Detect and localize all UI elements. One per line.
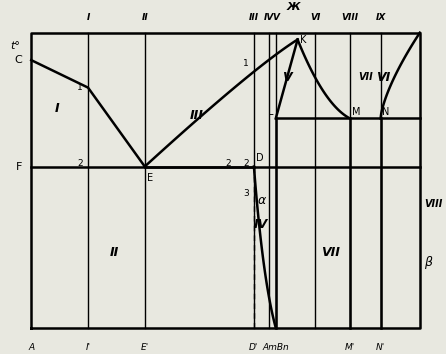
Text: V: V <box>282 71 292 84</box>
Text: D: D <box>256 153 264 163</box>
Text: E: E <box>147 173 153 183</box>
Text: β: β <box>424 256 432 269</box>
Text: VIII: VIII <box>424 199 442 209</box>
Text: 2: 2 <box>225 159 231 167</box>
Text: VII: VII <box>358 72 373 82</box>
Text: N: N <box>382 107 390 117</box>
Text: VIII: VIII <box>342 13 359 22</box>
Text: D': D' <box>249 343 259 352</box>
Text: 3: 3 <box>243 189 249 199</box>
Text: 1: 1 <box>243 59 249 68</box>
Text: C: C <box>15 55 23 65</box>
Text: I: I <box>55 102 60 115</box>
Text: III: III <box>190 109 204 121</box>
Text: IV: IV <box>264 13 274 22</box>
Text: II: II <box>110 246 119 259</box>
Text: V: V <box>272 13 279 22</box>
Text: F: F <box>16 161 23 172</box>
Text: IV: IV <box>254 218 268 232</box>
Text: II: II <box>141 13 148 22</box>
Text: I': I' <box>86 343 91 352</box>
Text: A: A <box>28 343 34 352</box>
Text: α: α <box>257 194 265 207</box>
Text: M: M <box>352 107 360 117</box>
Text: t°: t° <box>10 41 21 51</box>
Text: N': N' <box>376 343 385 352</box>
Text: Ж: Ж <box>286 2 300 12</box>
Text: L: L <box>268 107 273 117</box>
Text: I: I <box>87 13 90 22</box>
Text: AmBn: AmBn <box>262 343 289 352</box>
Text: E': E' <box>140 343 149 352</box>
Text: III: III <box>249 13 259 22</box>
Text: 2: 2 <box>243 159 249 167</box>
Text: K: K <box>300 35 306 45</box>
Text: 1: 1 <box>77 83 83 92</box>
Text: VII: VII <box>321 246 340 259</box>
Text: VI: VI <box>376 71 390 84</box>
Text: VI: VI <box>310 13 320 22</box>
Text: M': M' <box>345 343 355 352</box>
Text: IX: IX <box>376 13 386 22</box>
Text: 2: 2 <box>77 159 83 167</box>
